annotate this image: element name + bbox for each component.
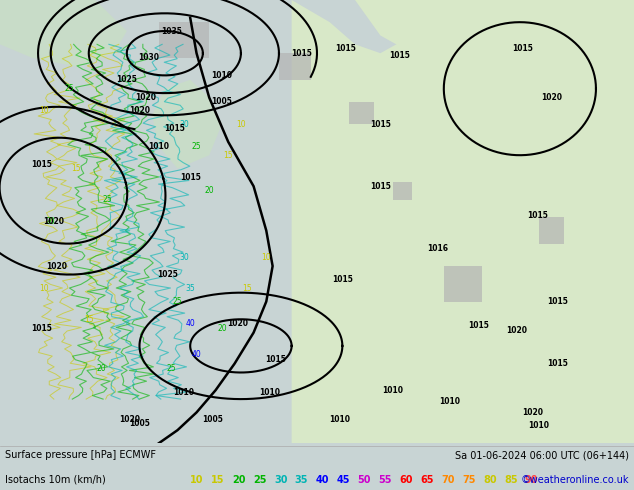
Bar	[539, 217, 564, 244]
Text: 15: 15	[71, 164, 81, 173]
Text: 1010: 1010	[259, 388, 280, 397]
Text: 55: 55	[378, 475, 392, 485]
Text: 15: 15	[242, 284, 252, 293]
Text: 1015: 1015	[370, 182, 391, 191]
Text: 1020: 1020	[135, 93, 157, 102]
Text: 25: 25	[65, 84, 75, 93]
Text: 25: 25	[103, 195, 113, 204]
Text: 10: 10	[39, 106, 49, 115]
Text: 85: 85	[504, 475, 517, 485]
Text: 20: 20	[232, 475, 245, 485]
Bar	[444, 266, 482, 301]
Text: 1030: 1030	[138, 53, 160, 62]
Text: 1015: 1015	[266, 355, 286, 364]
Text: 50: 50	[358, 475, 371, 485]
Text: 1020: 1020	[46, 262, 68, 270]
Text: 1035: 1035	[161, 26, 181, 36]
Text: 60: 60	[399, 475, 413, 485]
Text: 1015: 1015	[31, 160, 51, 169]
Text: 10: 10	[261, 253, 271, 262]
Text: 1015: 1015	[370, 120, 391, 129]
Text: 1010: 1010	[148, 142, 169, 151]
Bar	[393, 182, 412, 199]
Text: 40: 40	[191, 350, 202, 359]
Text: 1016: 1016	[427, 244, 448, 253]
Text: 1020: 1020	[541, 93, 562, 102]
Text: ©weatheronline.co.uk: ©weatheronline.co.uk	[521, 475, 629, 485]
Text: 1020: 1020	[506, 326, 527, 335]
Text: Surface pressure [hPa] ECMWF: Surface pressure [hPa] ECMWF	[5, 450, 156, 460]
Bar	[158, 22, 209, 58]
Text: 35: 35	[185, 284, 195, 293]
Text: 1005: 1005	[212, 98, 232, 106]
Text: 80: 80	[483, 475, 496, 485]
Text: 1020: 1020	[129, 106, 150, 115]
Text: 1020: 1020	[119, 415, 141, 423]
Text: 35: 35	[295, 475, 308, 485]
Text: 1010: 1010	[382, 386, 404, 395]
Text: 25: 25	[191, 142, 202, 151]
Text: 1025: 1025	[158, 270, 178, 279]
Text: 25: 25	[166, 364, 176, 372]
Text: 1015: 1015	[332, 275, 353, 284]
Text: 45: 45	[337, 475, 350, 485]
Text: 20: 20	[204, 186, 214, 195]
Text: 1010: 1010	[211, 71, 233, 80]
Bar	[349, 102, 374, 124]
Bar	[279, 53, 311, 80]
Text: 25: 25	[172, 297, 183, 306]
Text: 40: 40	[316, 475, 329, 485]
Text: 30: 30	[179, 253, 189, 262]
Text: 75: 75	[462, 475, 476, 485]
Text: 1005: 1005	[202, 415, 223, 423]
Text: 1015: 1015	[164, 124, 184, 133]
Text: 10: 10	[39, 284, 49, 293]
Text: 1010: 1010	[439, 397, 461, 406]
Text: 1015: 1015	[335, 44, 356, 53]
Text: 1010: 1010	[173, 388, 195, 397]
Text: 1015: 1015	[291, 49, 311, 58]
Text: 70: 70	[441, 475, 455, 485]
Text: 40: 40	[185, 319, 195, 328]
Text: 30: 30	[179, 120, 189, 129]
Polygon shape	[0, 0, 127, 67]
Text: Isotachs 10m (km/h): Isotachs 10m (km/h)	[5, 475, 106, 485]
Text: 15: 15	[211, 475, 224, 485]
Text: 30: 30	[274, 475, 287, 485]
Text: 1015: 1015	[180, 173, 200, 182]
Text: 1020: 1020	[227, 319, 249, 328]
Text: 10: 10	[190, 475, 204, 485]
Text: 1010: 1010	[528, 421, 550, 430]
Text: 20: 20	[96, 364, 107, 372]
Text: 10: 10	[236, 120, 246, 129]
Text: 25: 25	[253, 475, 266, 485]
Text: 1015: 1015	[548, 359, 568, 368]
Text: 1015: 1015	[527, 211, 548, 220]
Text: 1015: 1015	[469, 321, 489, 330]
Polygon shape	[152, 80, 222, 169]
Text: 1020: 1020	[43, 217, 65, 226]
Text: 1005: 1005	[129, 419, 150, 428]
Text: 65: 65	[420, 475, 434, 485]
Text: 90: 90	[525, 475, 538, 485]
Text: 15: 15	[223, 151, 233, 160]
Text: 1015: 1015	[548, 297, 568, 306]
Text: 1015: 1015	[389, 51, 410, 60]
Text: 20: 20	[46, 217, 56, 226]
Text: 20: 20	[217, 324, 227, 333]
Text: 1015: 1015	[31, 324, 51, 333]
Text: 1025: 1025	[117, 75, 137, 84]
Text: 15: 15	[84, 315, 94, 324]
Text: 1015: 1015	[513, 44, 533, 53]
Polygon shape	[355, 0, 507, 53]
Polygon shape	[292, 0, 634, 443]
Text: 1010: 1010	[328, 415, 350, 423]
Text: Sa 01-06-2024 06:00 UTC (06+144): Sa 01-06-2024 06:00 UTC (06+144)	[455, 450, 629, 460]
Text: 1020: 1020	[522, 408, 543, 417]
